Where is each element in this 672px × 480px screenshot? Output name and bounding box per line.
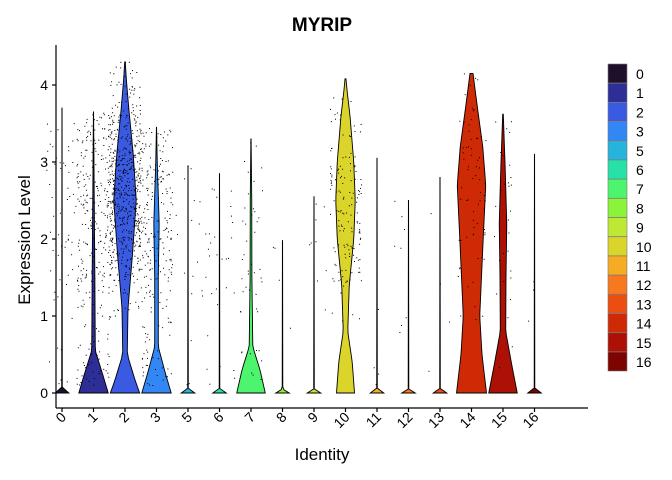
legend-key-1 (607, 82, 628, 103)
legend-key-0 (607, 63, 628, 84)
legend-key-12 (607, 274, 628, 295)
x-tick-label-5: 5 (178, 409, 195, 426)
legend-key-7 (607, 178, 628, 199)
violins (54, 61, 543, 394)
violin-5 (179, 165, 197, 394)
legend-key-15 (607, 332, 628, 353)
violin-2 (109, 61, 141, 394)
violin-16 (526, 153, 543, 394)
points-9 (309, 203, 327, 354)
legend-label-0: 0 (636, 66, 644, 82)
legend-label-6: 6 (636, 162, 644, 178)
violin-10 (335, 78, 356, 394)
chart-title: MYRIP (292, 15, 353, 36)
legend-label-7: 7 (636, 181, 644, 197)
x-tick-label-13: 13 (425, 409, 447, 431)
x-tick-label-14: 14 (456, 409, 478, 431)
violin-1 (78, 111, 109, 394)
y-tick-label-1: 1 (40, 308, 48, 324)
x-tick-label-15: 15 (488, 409, 510, 431)
legend-key-3 (607, 121, 628, 141)
legend-label-9: 9 (636, 220, 644, 236)
points-2 (109, 61, 142, 317)
x-tick-label-0: 0 (52, 409, 69, 426)
x-tick-label-6: 6 (210, 409, 227, 426)
y-tick-label-2: 2 (40, 231, 48, 247)
points-12 (394, 200, 407, 333)
points-16 (528, 281, 535, 322)
points-13 (428, 213, 451, 372)
points-5 (175, 166, 204, 386)
violin-8 (274, 240, 291, 394)
legend-key-6 (607, 159, 628, 180)
legend-key-9 (607, 217, 628, 237)
legend-label-10: 10 (636, 239, 652, 255)
points-15 (494, 121, 513, 369)
legend-label-13: 13 (636, 296, 652, 312)
legend-key-14 (607, 313, 628, 333)
x-tick-label-7: 7 (241, 409, 258, 426)
legend-label-11: 11 (636, 258, 651, 274)
x-tick-label-16: 16 (519, 409, 541, 431)
legend-label-1: 1 (636, 85, 644, 101)
legend-label-12: 12 (636, 277, 652, 293)
x-tick-label-1: 1 (84, 409, 101, 426)
legend-label-5: 5 (636, 143, 644, 159)
legend-label-2: 2 (636, 104, 644, 120)
violin-0 (54, 107, 70, 394)
x-tick-label-2: 2 (115, 409, 132, 426)
y-tick-label-3: 3 (40, 154, 48, 170)
violin-13 (431, 176, 449, 394)
legend-label-15: 15 (636, 335, 652, 351)
y-axis-label: Expression Level (15, 175, 34, 304)
y-axis-ticks: 0 1 2 3 4 (40, 77, 56, 401)
x-tick-label-3: 3 (147, 409, 164, 426)
y-tick-label-0: 0 (40, 385, 48, 401)
points-3 (140, 128, 174, 386)
violin-6 (211, 173, 228, 394)
x-axis-label: Identity (295, 445, 350, 464)
legend-key-5 (607, 140, 628, 161)
x-tick-label-9: 9 (304, 409, 321, 426)
legend-key-8 (607, 198, 628, 218)
violin-7 (236, 138, 266, 394)
violin-11 (368, 157, 386, 394)
legend-label-8: 8 (636, 200, 644, 216)
violin-3 (141, 126, 172, 394)
legend-label-14: 14 (636, 316, 652, 332)
jitter-points (46, 61, 535, 386)
legend-label-3: 3 (636, 124, 644, 140)
x-axis-ticks: 0 1 2 3 5 6 7 8 9 10 11 12 13 14 15 16 (52, 408, 542, 431)
legend-key-10 (607, 236, 628, 257)
legend-label-16: 16 (636, 354, 652, 370)
legend-key-2 (607, 102, 628, 122)
violin-14 (455, 73, 488, 394)
y-tick-label-4: 4 (40, 77, 48, 93)
legend-key-13 (607, 294, 628, 314)
legend-key-11 (607, 255, 628, 276)
x-tick-label-11: 11 (363, 409, 385, 431)
x-tick-label-8: 8 (273, 409, 290, 426)
violin-12 (400, 200, 417, 394)
x-tick-label-12: 12 (393, 409, 415, 431)
x-tick-label-10: 10 (330, 409, 352, 431)
violin-9 (305, 196, 323, 394)
legend-key-16 (607, 351, 628, 372)
